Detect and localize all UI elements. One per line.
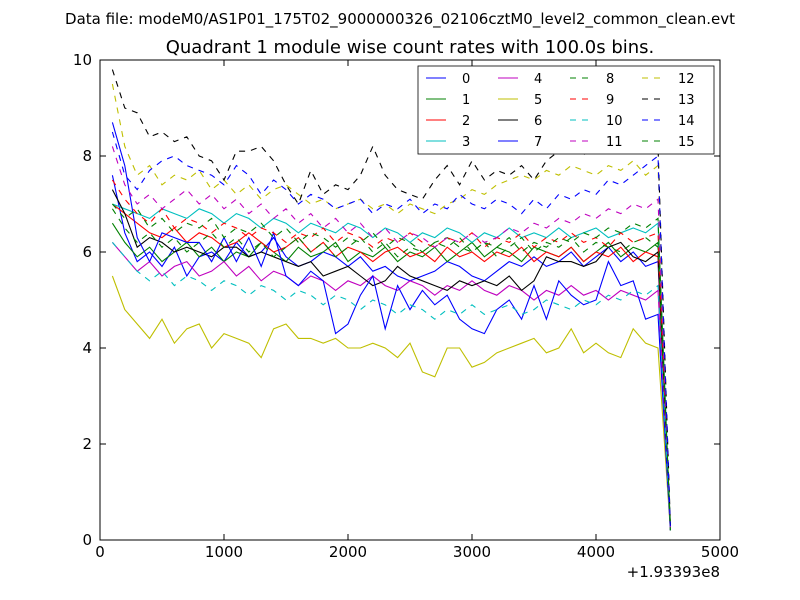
figure-suptitle: Data file: modeM0/AS1P01_175T02_90000003… xyxy=(65,10,735,29)
x-axis: 0 1000 2000 3000 4000 5000 xyxy=(95,60,739,561)
x-tick-label: 5000 xyxy=(701,543,739,561)
x-tick-label: 3000 xyxy=(453,543,491,561)
legend-label-13: 13 xyxy=(678,93,695,108)
series-line-4 xyxy=(111,242,671,531)
legend-label-9: 9 xyxy=(606,93,614,108)
y-tick-label: 2 xyxy=(82,435,92,453)
legend-label-11: 11 xyxy=(606,135,623,150)
x-tick-label: 1000 xyxy=(205,543,243,561)
series-line-9 xyxy=(111,179,671,531)
series-line-6 xyxy=(111,189,671,526)
series-line-12 xyxy=(111,83,671,531)
series-line-11 xyxy=(111,146,671,531)
y-tick-label: 8 xyxy=(82,147,92,165)
series-line-15 xyxy=(111,203,671,531)
x-tick-label: 0 xyxy=(95,543,105,561)
legend-box xyxy=(417,65,715,155)
x-axis-offset-label: +1.93393e8 xyxy=(627,563,720,581)
legend-label-2: 2 xyxy=(462,114,470,129)
y-tick-label: 6 xyxy=(82,243,92,261)
series-line-8 xyxy=(111,208,671,526)
y-tick-label: 10 xyxy=(73,51,92,69)
legend-label-15: 15 xyxy=(678,135,695,150)
series-line-14 xyxy=(111,131,671,531)
series-line-2 xyxy=(112,203,671,531)
series-line-5 xyxy=(111,275,671,531)
legend-label-6: 6 xyxy=(534,114,542,129)
legend-label-5: 5 xyxy=(534,93,542,108)
legend-label-0: 0 xyxy=(462,72,470,87)
y-tick-label: 4 xyxy=(82,339,92,357)
x-tick-label: 2000 xyxy=(329,543,367,561)
legend-label-3: 3 xyxy=(462,135,470,150)
series-line-3 xyxy=(112,203,671,531)
series-line-10 xyxy=(111,242,671,531)
legend-label-1: 1 xyxy=(462,93,470,108)
legend-label-4: 4 xyxy=(534,72,542,87)
legend-label-14: 14 xyxy=(678,114,695,129)
plot-frame xyxy=(99,59,721,541)
legend-label-8: 8 xyxy=(606,72,614,87)
chart-title: Quadrant 1 module wise count rates with … xyxy=(166,37,655,58)
series-line-7 xyxy=(111,122,671,531)
y-tick-label: 0 xyxy=(82,531,92,549)
legend-label-12: 12 xyxy=(678,72,695,87)
x-tick-label: 4000 xyxy=(577,543,615,561)
legend-label-10: 10 xyxy=(606,114,623,129)
legend-label-7: 7 xyxy=(534,135,542,150)
